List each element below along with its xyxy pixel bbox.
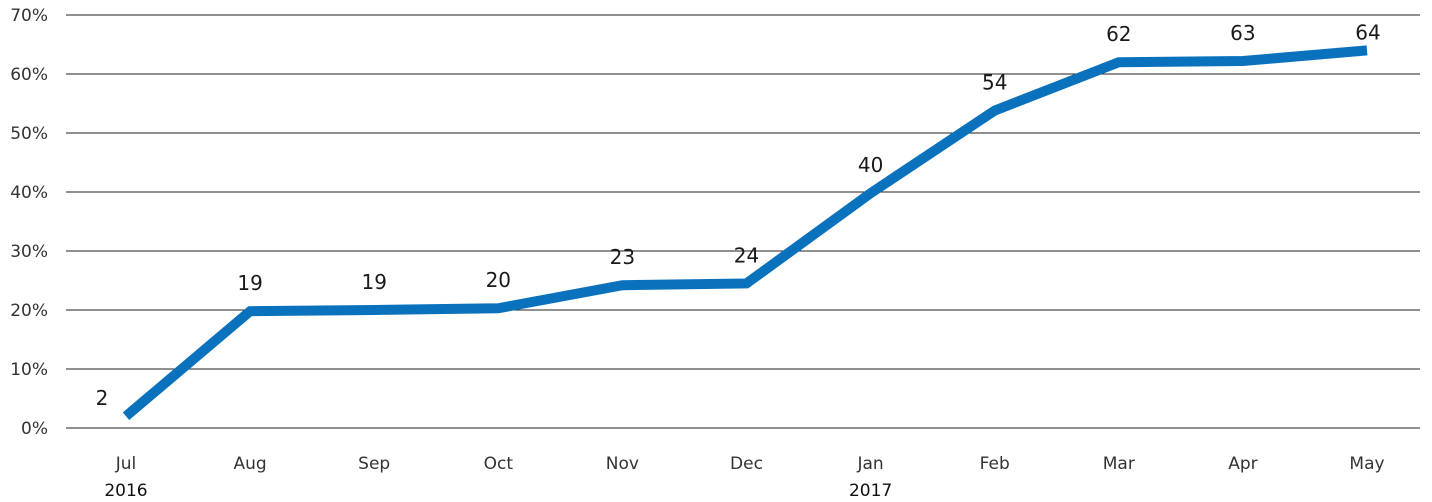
year-label: 2017 (849, 481, 892, 501)
x-tick-label: Sep (358, 454, 390, 474)
x-tick-label: Oct (484, 454, 514, 474)
x-tick-label: Nov (606, 454, 639, 474)
x-axis-tick-labels: Jul Aug Sep Oct Nov Dec Jan Feb Mar Apr May 2016 201… (104, 454, 1384, 501)
grid-lines (66, 14, 1420, 429)
x-tick-label: Dec (730, 454, 763, 474)
data-label: 62 (1106, 22, 1131, 46)
y-tick-label: 30% (10, 242, 48, 262)
data-label: 23 (610, 245, 635, 269)
y-tick-label: 60% (10, 65, 48, 85)
data-label: 20 (486, 268, 511, 292)
y-tick-label: 10% (10, 360, 48, 380)
series-line (122, 45, 1368, 421)
data-label: 24 (734, 243, 759, 267)
x-tick-label: Feb (980, 454, 1010, 474)
y-tick-label: 50% (10, 124, 48, 144)
x-tick-label: Jul (115, 454, 137, 474)
y-tick-label: 70% (10, 6, 48, 26)
y-tick-label: 40% (10, 183, 48, 203)
x-tick-label: Apr (1228, 454, 1257, 474)
x-tick-label: May (1349, 454, 1384, 474)
data-label: 2 (96, 386, 109, 410)
y-axis-tick-labels: 0% 10% 20% 30% 40% 50% 60% 70% (10, 6, 48, 439)
x-tick-label: Mar (1103, 454, 1135, 474)
data-label: 40 (858, 153, 883, 177)
x-tick-label: Jan (856, 454, 883, 474)
data-labels: 2 19 19 20 23 24 40 54 62 63 64 (96, 20, 1381, 410)
y-tick-label: 20% (10, 301, 48, 321)
data-label: 63 (1230, 21, 1255, 45)
y-tick-label: 0% (21, 419, 48, 439)
series-line-group (122, 45, 1368, 421)
year-label: 2016 (104, 481, 147, 501)
data-label: 19 (361, 270, 386, 294)
data-label: 64 (1355, 20, 1380, 44)
data-label: 54 (982, 71, 1007, 95)
x-tick-label: Aug (233, 454, 266, 474)
data-label: 19 (237, 271, 262, 295)
